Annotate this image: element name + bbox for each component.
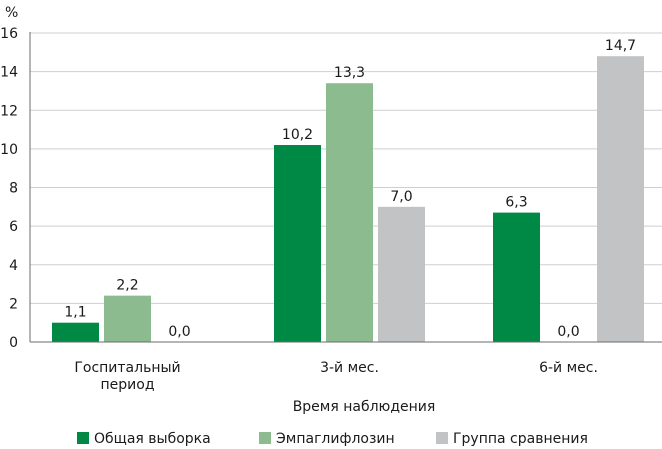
data-label: 1,1 <box>64 305 86 321</box>
y-tick-label: 14 <box>0 65 18 81</box>
y-unit-label: % <box>5 5 18 21</box>
bar <box>52 322 99 342</box>
category-label-line: Госпитальный <box>74 360 180 376</box>
category-label-line: 6-й мес. <box>539 360 598 376</box>
y-tick-label: 12 <box>0 103 18 119</box>
bar <box>597 56 644 343</box>
data-label: 7,0 <box>390 189 412 205</box>
category-label-line: период <box>101 377 155 393</box>
y-tick-label: 2 <box>9 296 18 312</box>
y-tick-label: 10 <box>0 142 18 158</box>
data-label: 6,3 <box>505 195 527 211</box>
category-label-line: 3-й мес. <box>320 360 379 376</box>
y-tick-label: 16 <box>0 26 18 42</box>
legend: Общая выборка Эмпаглифлозин Группа сравнен… <box>77 431 588 447</box>
data-label: 0,0 <box>168 324 190 340</box>
y-tick-label: 0 <box>9 335 18 351</box>
category-label: 3-й мес. <box>320 360 379 376</box>
legend-label: Группа сравнения <box>453 431 588 447</box>
bars <box>52 56 644 343</box>
labels: 0 2 4 6 8 10 12 14 16 1,1 2,2 0,0 Госпитальный период… <box>0 26 636 393</box>
bar <box>104 295 151 342</box>
axes <box>29 32 662 343</box>
bar <box>493 212 540 342</box>
legend-swatch <box>436 432 448 444</box>
x-axis-title: Время наблюдения <box>293 399 436 415</box>
data-label: 0,0 <box>557 324 579 340</box>
bar <box>326 83 373 343</box>
category-label: 6-й мес. <box>539 360 598 376</box>
bar <box>274 145 321 342</box>
legend-swatch <box>259 432 271 444</box>
category-label: Госпитальный период <box>74 360 180 393</box>
legend-label: Эмпаглифлозин <box>276 431 395 447</box>
bar <box>378 206 425 342</box>
data-label: 14,7 <box>605 38 636 54</box>
data-label: 2,2 <box>116 278 138 294</box>
legend-label: Общая выборка <box>94 431 211 447</box>
data-label: 13,3 <box>334 65 365 81</box>
y-tick-label: 8 <box>9 181 18 197</box>
legend-swatch <box>77 432 89 444</box>
y-tick-label: 4 <box>9 258 18 274</box>
y-tick-label: 6 <box>9 219 18 235</box>
data-label: 10,2 <box>282 127 313 143</box>
